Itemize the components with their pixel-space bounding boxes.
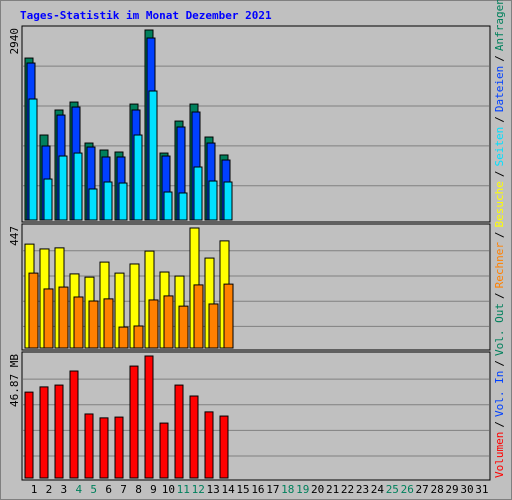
x-tick-label: 15 [236,483,249,496]
x-tick-label: 17 [266,483,279,496]
bar [129,365,139,479]
y-tick-label: 2940 [8,28,21,55]
bar [159,422,169,479]
x-tick-label: 4 [75,483,82,496]
bar [178,305,189,349]
legend-entry: Anfragen [493,0,506,51]
bar [73,296,84,349]
bar [163,191,173,221]
bar [148,299,159,349]
x-tick-label: 30 [460,483,473,496]
bar [118,326,129,349]
x-tick-label: 19 [296,483,309,496]
bar [28,98,38,221]
legend-entry: Volumen [493,432,506,478]
bar [99,417,109,479]
bar [103,181,113,221]
x-tick-label: 16 [251,483,264,496]
x-tick-label: 8 [135,483,142,496]
legend-entry: Vol. In [493,371,506,417]
x-tick-label: 29 [445,483,458,496]
x-tick-label: 26 [401,483,414,496]
x-tick-label: 2 [46,483,53,496]
bar [208,180,218,221]
bar [148,90,158,221]
bar [144,355,154,479]
x-tick-label: 7 [120,483,127,496]
legend: Volumen / Vol. In / Vol. Out / Rechner / Besuche… [493,0,506,478]
x-tick-label: 5 [90,483,97,496]
x-tick-label: 21 [326,483,339,496]
bar [118,182,128,221]
bar [88,188,98,221]
x-tick-label: 12 [192,483,205,496]
legend-separator: / [493,421,506,428]
bar [204,411,214,479]
legend-entry: Rechner [493,242,506,289]
bar [178,192,188,221]
bar [28,272,39,349]
bar [133,325,144,349]
legend-entry: Seiten [493,127,506,167]
legend-entry: Dateien [493,66,506,112]
bar [193,166,203,221]
legend-entry: Vol. Out [493,303,506,356]
x-tick-label: 3 [61,483,68,496]
x-tick-label: 28 [430,483,443,496]
legend-separator: / [493,116,506,123]
bar [39,386,49,479]
x-tick-label: 10 [162,483,175,496]
bar [174,384,184,479]
legend-separator: / [493,292,506,299]
x-tick-label: 24 [371,483,385,496]
bar [58,155,68,221]
x-tick-label: 25 [386,483,399,496]
x-tick-label: 31 [475,483,488,496]
y-tick-label: 46.87 MB [8,354,21,407]
x-tick-label: 9 [150,483,157,496]
bar [193,284,204,349]
bar [54,384,64,479]
bar [223,283,234,349]
bar [103,298,114,349]
x-tick-label: 27 [416,483,429,496]
x-tick-label: 13 [207,483,220,496]
bar [24,391,34,479]
legend-separator: / [493,55,506,62]
legend-separator: / [493,231,506,238]
legend-separator: / [493,170,506,177]
bar [73,152,83,221]
bar [163,295,174,349]
x-tick-label: 22 [341,483,354,496]
bar [219,415,229,479]
y-tick-label: 447 [8,226,21,246]
chart-title: Tages-Statistik im Monat Dezember 2021 [20,9,272,22]
bar [223,181,233,221]
x-tick-label: 18 [281,483,294,496]
bar [133,134,143,221]
x-tick-label: 6 [105,483,112,496]
legend-separator: / [493,360,506,367]
bar [189,395,199,479]
bar [88,300,99,349]
bar [58,286,69,349]
bar [69,370,79,479]
bar [43,178,53,221]
x-tick-label: 11 [177,483,190,496]
bar [43,288,54,349]
x-tick-label: 14 [221,483,235,496]
bar [208,303,219,349]
x-tick-label: 20 [311,483,324,496]
x-tick-label: 1 [31,483,38,496]
x-tick-label: 23 [356,483,369,496]
bar [114,416,124,479]
bar [84,413,94,479]
legend-entry: Besuche [493,181,506,227]
